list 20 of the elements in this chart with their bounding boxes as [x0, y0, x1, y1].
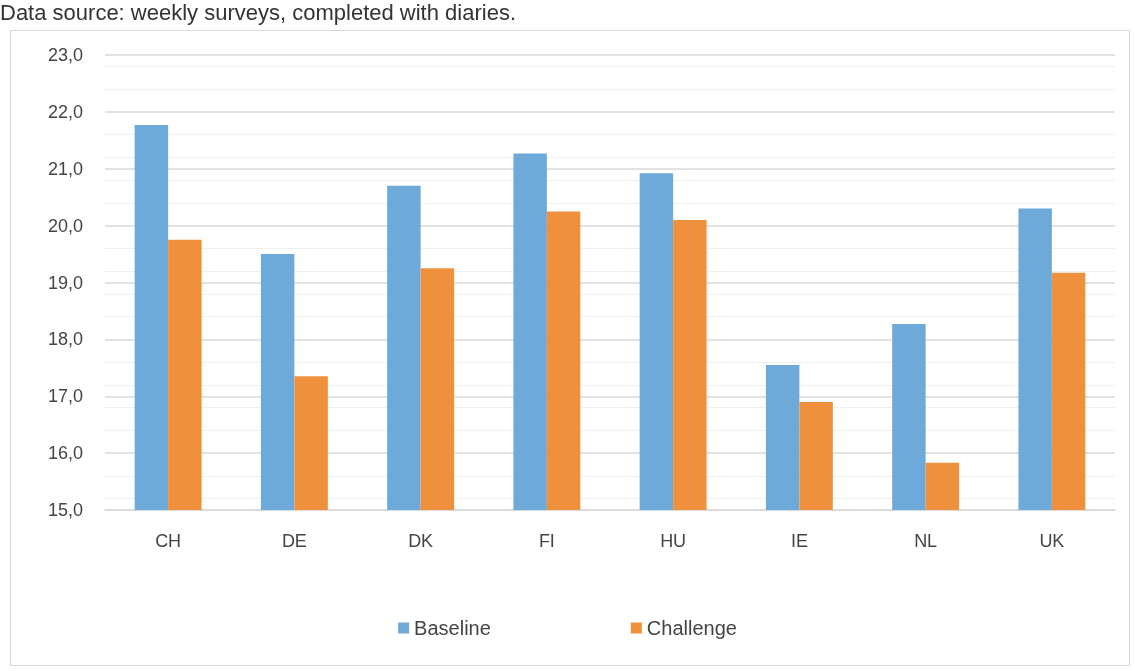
x-tick-label: HU: [660, 531, 687, 551]
legend-label: Challenge: [646, 617, 737, 639]
y-tick-label: 18,0: [47, 329, 83, 350]
x-tick-label: FI: [538, 531, 555, 551]
y-tick-label: 15,0: [47, 500, 83, 520]
y-tick-label: 21,0: [47, 158, 83, 179]
y-tick-label: 20,0: [47, 215, 83, 236]
y-tick-label: 17,0: [47, 386, 83, 407]
x-tick-label: CH: [155, 531, 182, 551]
y-tick-label: 22,0: [47, 101, 83, 122]
y-tick-label: 19,0: [47, 272, 83, 293]
x-tick-label: DE: [281, 531, 307, 551]
x-tick-label: DK: [408, 531, 434, 551]
source-note: Data source: weekly surveys, completed with diaries.: [0, 0, 516, 26]
x-tick-label: UK: [1039, 531, 1065, 551]
x-tick-label: IE: [790, 531, 808, 551]
x-tick-label: NL: [914, 531, 938, 551]
y-tick-label: 16,0: [47, 443, 83, 464]
y-tick-label: 23,0: [47, 45, 83, 65]
legend-label: Baseline: [414, 617, 491, 639]
